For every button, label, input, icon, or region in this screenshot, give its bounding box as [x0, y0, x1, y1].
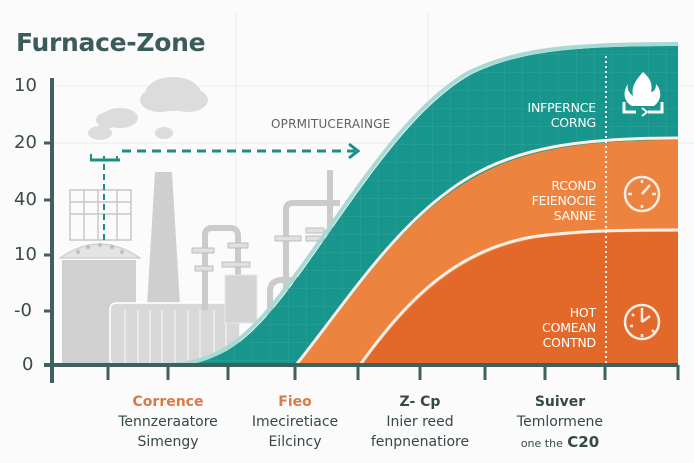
smoke-clouds	[88, 77, 208, 140]
y-tick-label: 10	[14, 75, 37, 96]
dark-orange-band-label: HOT COMEAN CONTND	[542, 305, 596, 350]
y-ticks	[44, 141, 52, 313]
category-label-4: Suiver Temlormene one the C20	[516, 394, 604, 451]
y-tick-label: 0	[22, 354, 34, 375]
light-orange-band-label: RCOND FEIENOCIE SANNE	[531, 178, 597, 223]
y-tick-label: 10	[14, 244, 37, 265]
page-title: Furnace-Zone	[16, 28, 206, 57]
x-ticks	[106, 365, 680, 380]
teal-band-label: INFPERNCE CORNG	[527, 100, 596, 130]
timer-icon	[623, 303, 661, 341]
axes	[44, 78, 678, 383]
dashed-annotation-arrow	[90, 142, 361, 240]
y-tick-label: -0	[14, 300, 32, 321]
annotation-label: OPRMITUCERAINGE	[271, 117, 391, 131]
category-label-3: Z- Cp Inier reed fenpnenatiore	[370, 394, 470, 450]
category-label-1: Corrence Tennzeraatore Simengy	[118, 394, 218, 450]
y-tick-label: 40	[14, 189, 37, 210]
clock-icon	[623, 175, 661, 213]
category-label-2: Fieo Imeciretiace Eilcincy	[251, 394, 339, 450]
dark-orange-band-area	[362, 232, 678, 365]
teal-band-edge	[167, 42, 679, 367]
y-tick-label: 20	[14, 132, 37, 153]
factory-illustration	[58, 77, 340, 366]
flame-recycle-icon	[622, 72, 664, 117]
